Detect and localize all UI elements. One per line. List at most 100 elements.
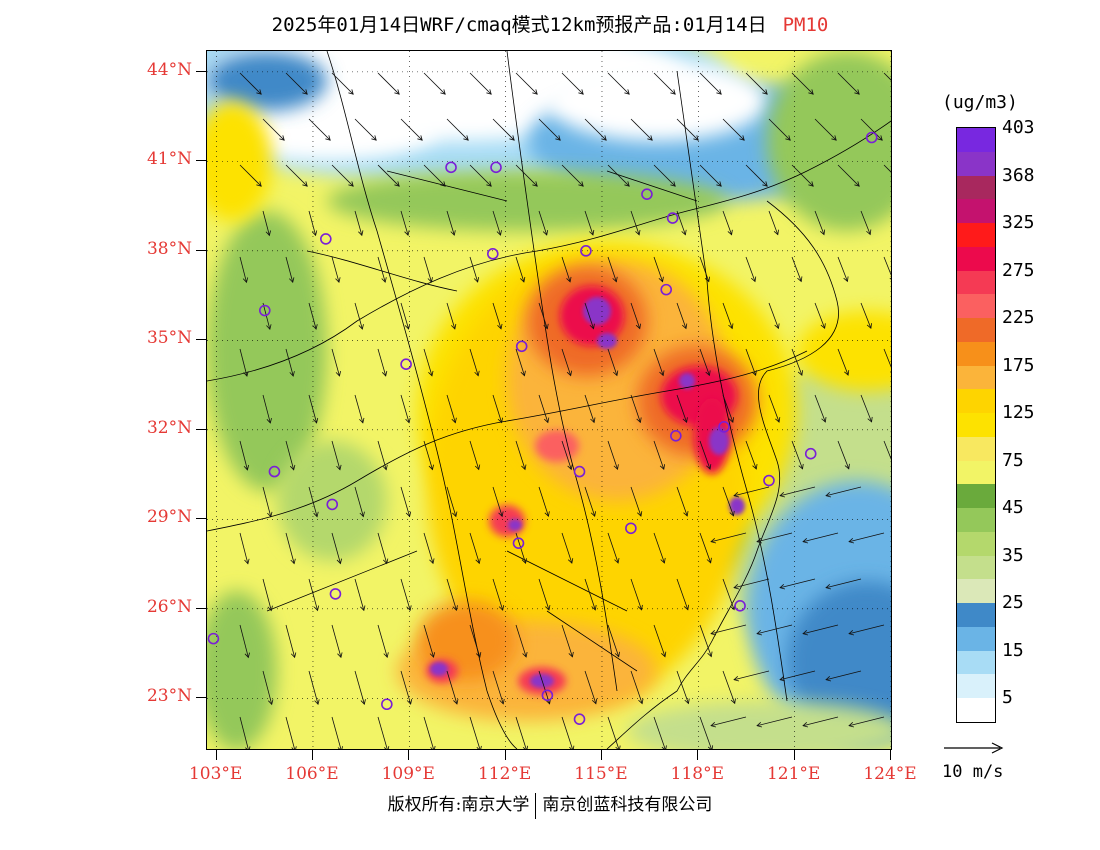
wind-vector: [584, 118, 607, 141]
wind-vector: [837, 348, 850, 376]
station-marker-icon: [718, 421, 730, 433]
colorbar-label: 35: [1002, 544, 1024, 566]
wind-vector: [308, 486, 319, 518]
latitude-label: 29°N: [146, 507, 192, 528]
wind-vector: [262, 578, 273, 612]
wind-vector: [331, 624, 343, 659]
wind-vector: [699, 624, 713, 658]
wind-vector: [699, 716, 714, 749]
wind-vector: [802, 624, 839, 636]
wind-vector: [400, 670, 413, 705]
wind-vector: [423, 256, 433, 283]
station-marker-icon: [490, 161, 502, 174]
wind-vector: [710, 716, 747, 728]
colorbar-segment: [957, 603, 995, 627]
product-label: PM10: [782, 14, 829, 36]
wind-vector: [400, 302, 411, 330]
wind-vector: [515, 256, 526, 283]
wind-vector: [239, 716, 251, 749]
boundary-line: [326, 51, 518, 749]
wind-vector: [239, 256, 249, 284]
wind-vector: [630, 302, 642, 330]
wind-vector: [423, 532, 435, 565]
wind-vector: [331, 164, 354, 187]
wind-vector: [354, 486, 365, 518]
wind-vector: [285, 532, 296, 565]
station-marker-icon: [763, 474, 775, 487]
colorbar-segment: [957, 246, 995, 271]
wind-vector: [814, 118, 837, 141]
wind-vector: [561, 716, 575, 749]
latitude-tick: [196, 249, 206, 251]
station-marker-icon: [329, 588, 342, 600]
wind-vector: [837, 256, 849, 283]
colorbar-segment: [957, 460, 995, 485]
wind-vector: [446, 210, 456, 236]
boundary-line: [676, 70, 788, 702]
wind-vector: [883, 256, 891, 280]
station-marker-icon: [326, 498, 339, 511]
wind-vector: [400, 210, 410, 236]
wind-vector: [331, 716, 343, 749]
wind-vector: [722, 670, 736, 705]
wind-vector: [377, 440, 388, 471]
station-marker-icon: [573, 465, 586, 478]
wind-vector: [676, 118, 699, 141]
lat-lon-grid: [207, 51, 891, 749]
longitude-tick: [311, 750, 313, 760]
colorbar-segment: [957, 531, 995, 556]
wind-vector: [699, 72, 722, 95]
wind-vector: [239, 164, 262, 187]
colorbar-segment: [957, 555, 995, 580]
concentration-patch: [207, 51, 327, 111]
station-marker-icon: [487, 248, 499, 260]
colorbar-segment: [957, 484, 995, 508]
wind-vector: [423, 348, 434, 377]
station-marker-icon: [580, 245, 592, 257]
wind-vector: [607, 256, 618, 283]
wind-vector: [768, 210, 779, 236]
wind-vector: [469, 624, 482, 658]
wind-vector: [423, 440, 434, 471]
wind-vector: [561, 164, 584, 187]
boundary-line: [207, 350, 808, 532]
concentration-patch: [547, 61, 767, 141]
colorbar-segment: [957, 341, 995, 366]
wind-vector: [630, 670, 644, 705]
station-marker-icon: [512, 537, 525, 549]
wind-vector: [791, 72, 814, 95]
wind-reference-arrow: [942, 738, 1006, 762]
colorbar-segment: [957, 626, 995, 651]
wind-vector: [825, 670, 862, 682]
wind-vector: [285, 716, 297, 749]
wind-vector: [515, 440, 527, 471]
wind-vector: [515, 716, 529, 749]
latitude-label: 44°N: [146, 59, 192, 80]
wind-vector: [607, 624, 620, 658]
wind-vector: [814, 394, 827, 423]
pm10-forecast-map: [206, 50, 892, 750]
wind-vector: [308, 302, 318, 330]
station-marker-icon: [207, 632, 220, 645]
wind-vector: [733, 578, 770, 590]
wind-vector: [860, 118, 883, 141]
longitude-label: 112°E: [477, 764, 532, 784]
wind-vector: [607, 164, 630, 187]
station-marker-icon: [666, 212, 679, 224]
wind-vector: [262, 302, 272, 330]
wind-vector: [676, 578, 690, 611]
colorbar-segment: [957, 674, 995, 698]
colorbar-segment: [957, 223, 995, 247]
concentration-patch: [679, 373, 695, 389]
wind-vector: [538, 670, 551, 705]
wind-vector: [377, 348, 388, 377]
wind-vector: [653, 440, 666, 470]
wind-vector: [653, 348, 665, 377]
wind-vector: [676, 670, 690, 705]
wind-vector: [584, 486, 596, 517]
concentration-patch: [217, 101, 437, 161]
wind-vector: [653, 256, 664, 283]
wind-vector: [492, 210, 502, 236]
wind-vector: [377, 164, 400, 187]
wind-vector: [469, 440, 481, 471]
